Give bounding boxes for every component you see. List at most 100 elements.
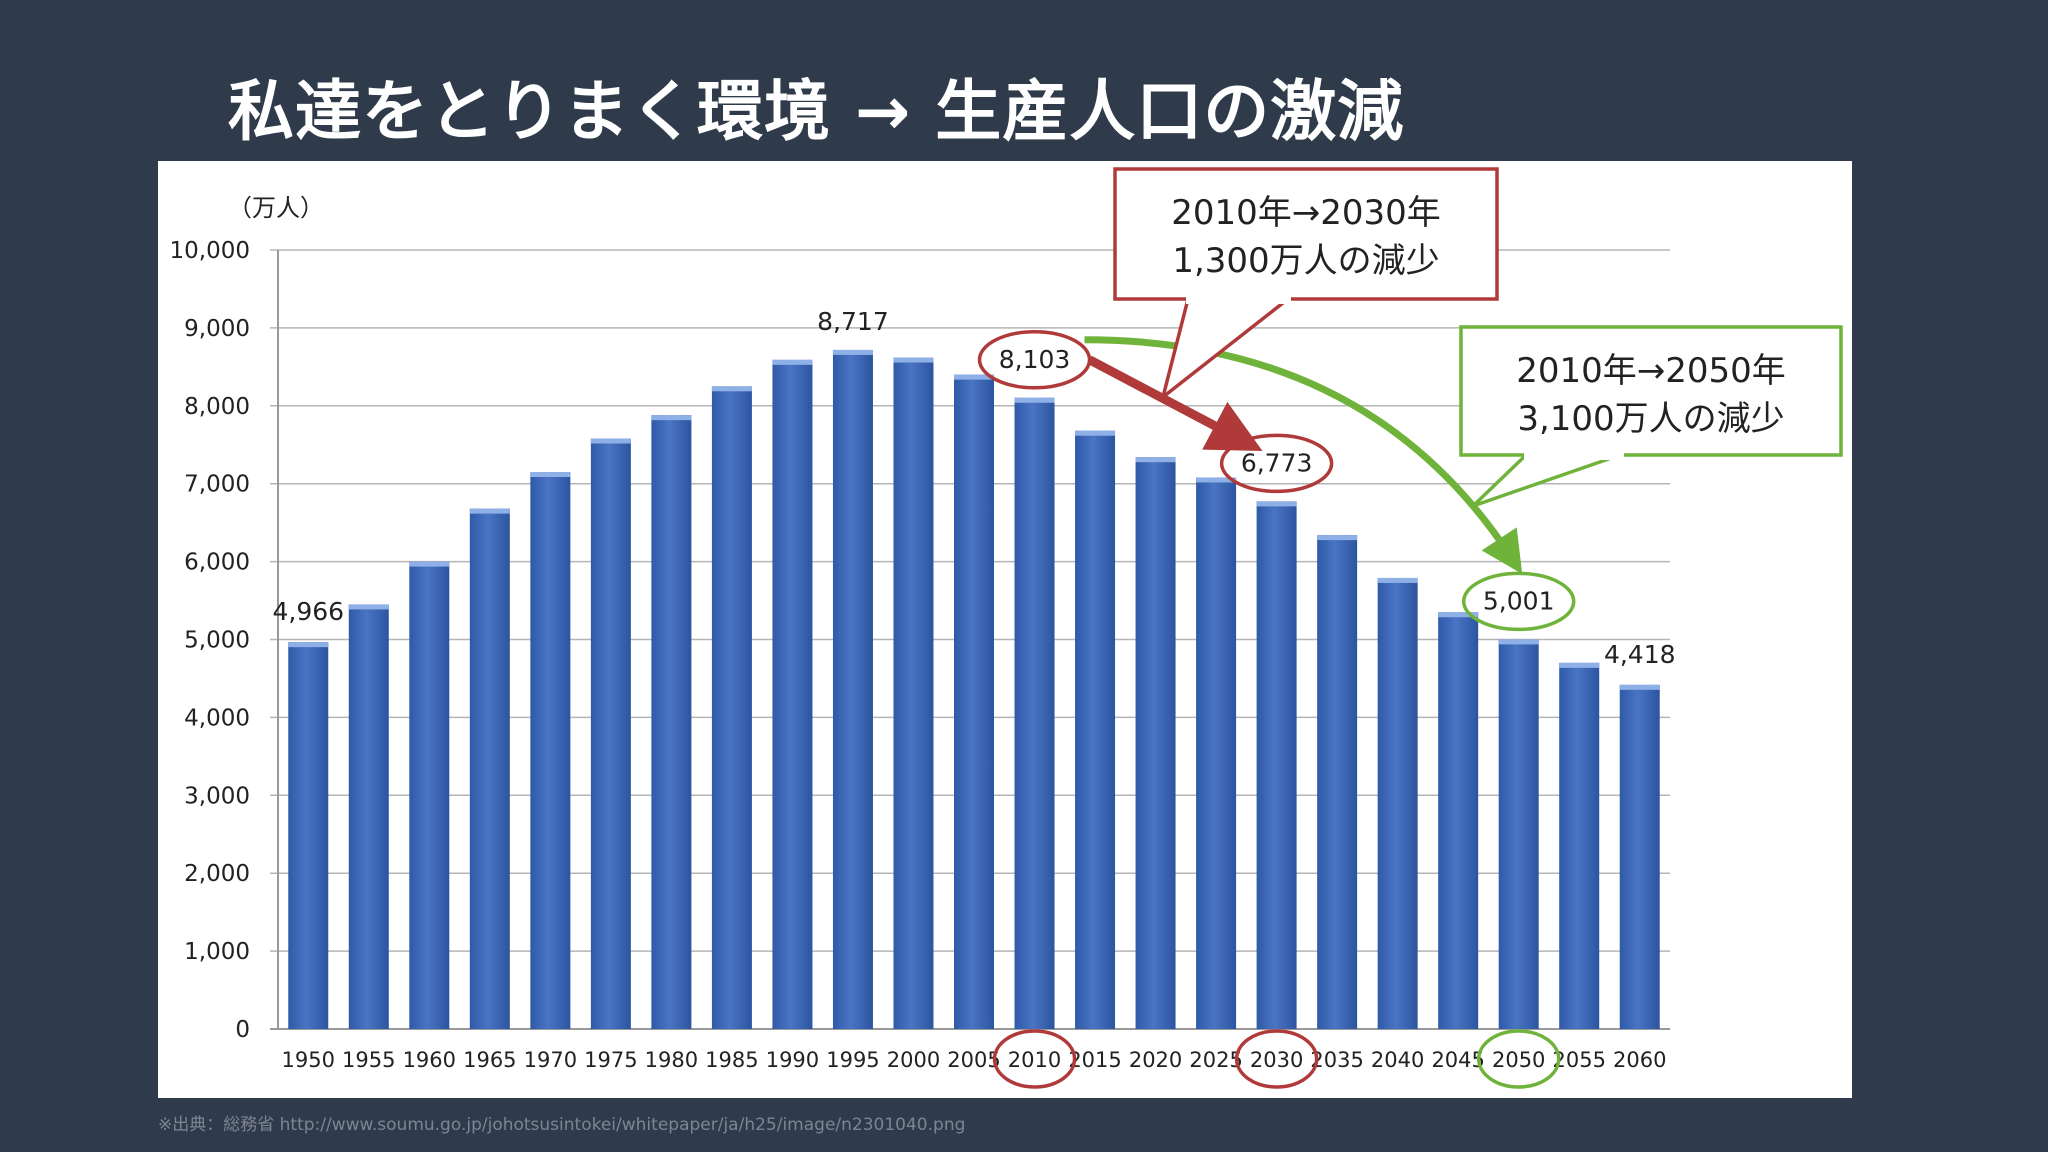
x-tick-label: 1995 <box>826 1048 879 1072</box>
y-tick-label: 10,000 <box>170 238 250 264</box>
callout-2010-2050-tail-mask <box>1524 452 1624 460</box>
callout-2010-2050-tail <box>1471 453 1621 508</box>
y-tick-label: 3,000 <box>184 783 250 809</box>
callout-2010-2030-tail <box>1160 297 1294 402</box>
y-tick-label: 4,000 <box>184 705 250 731</box>
bar-top-2040 <box>1377 577 1418 583</box>
x-tick-label: 2060 <box>1613 1048 1666 1072</box>
x-tick-label: 2030 <box>1250 1048 1303 1072</box>
data-label-2030: 6,773 <box>1241 448 1313 477</box>
x-tick-label: 2055 <box>1552 1048 1605 1072</box>
bar-top-1955 <box>348 604 389 610</box>
bar-top-2025 <box>1196 477 1237 483</box>
bar-top-2055 <box>1559 662 1600 668</box>
bar-top-1995 <box>832 349 873 355</box>
arrow-2010-to-2050 <box>1084 336 1523 574</box>
x-tick-label: 1960 <box>403 1048 456 1072</box>
data-label-2010: 8,103 <box>999 345 1071 374</box>
bar-2020 <box>1135 457 1176 1029</box>
x-tick-label: 1975 <box>584 1048 637 1072</box>
bar-top-1975 <box>590 438 631 444</box>
x-tick-label: 1950 <box>282 1048 335 1072</box>
bar-1990 <box>772 359 813 1029</box>
y-tick-label: 7,000 <box>184 472 250 498</box>
x-tick-label: 2005 <box>947 1048 1000 1072</box>
bar-top-1990 <box>772 359 813 365</box>
callout-2010-2030-tail-mask <box>1186 296 1291 304</box>
highlight-ring-2050-year <box>1476 1029 1561 1089</box>
bar-top-2035 <box>1317 535 1358 541</box>
bar-2045 <box>1438 612 1479 1029</box>
bar-top-2020 <box>1135 457 1176 463</box>
bar-top-2060 <box>1619 684 1660 690</box>
bar-top-1985 <box>711 386 752 392</box>
bar-top-1950 <box>288 642 329 648</box>
data-label-2050: 5,001 <box>1483 586 1555 615</box>
x-tick-label: 2010 <box>1008 1048 1061 1072</box>
data-label-1950: 4,966 <box>272 597 344 626</box>
y-tick-label: 1,000 <box>184 939 250 965</box>
bar-1985 <box>711 386 752 1029</box>
x-tick-label: 2045 <box>1431 1048 1484 1072</box>
bar-2010 <box>1014 397 1055 1029</box>
bar-chart: （万人） 0 1,000 2,000 3,000 4,000 5,000 6,000 7,000… <box>170 167 1843 1089</box>
bar-2050 <box>1498 639 1539 1029</box>
x-tick-label: 2015 <box>1068 1048 1121 1072</box>
bar-1995 <box>832 349 873 1029</box>
y-tick-label: 8,000 <box>184 394 250 420</box>
bar-top-1965 <box>469 508 510 514</box>
x-tick-label: 2050 <box>1492 1048 1545 1072</box>
callout-2010-2050-box <box>1459 325 1843 457</box>
bar-2005 <box>954 374 994 1029</box>
x-tick-label: 2035 <box>1310 1048 1363 1072</box>
callout-2010-2030-line2: 1,300万人の減少 <box>1172 241 1439 281</box>
callout-2010-2050-line1: 2010年→2050年 <box>1516 351 1786 391</box>
arrow-2010-to-2030 <box>1087 355 1263 451</box>
bar-2035 <box>1317 535 1358 1029</box>
bar-2060 <box>1619 684 1660 1029</box>
bar-2025 <box>1196 477 1237 1029</box>
bar-top-1960 <box>409 561 450 567</box>
chart-panel: （万人） 0 1,000 2,000 3,000 4,000 5,000 6,000 7,000… <box>158 161 1852 1098</box>
data-label-2060: 4,418 <box>1604 640 1676 669</box>
slide-title: 私達をとりまく環境 → 生産人口の激減 <box>228 73 1405 150</box>
bar-top-2000 <box>893 357 934 363</box>
data-label-1995: 8,717 <box>817 307 889 336</box>
callout-2010-2030-line1: 2010年→2030年 <box>1171 193 1441 233</box>
bar-top-2005 <box>954 374 994 380</box>
y-tick-label: 9,000 <box>184 316 250 342</box>
bar-top-2010 <box>1014 397 1055 403</box>
y-unit-label: （万人） <box>228 194 324 222</box>
bar-1975 <box>590 438 631 1029</box>
highlight-ring-2010-year <box>992 1029 1077 1089</box>
x-tick-label: 2000 <box>887 1048 940 1072</box>
bar-top-1970 <box>530 472 571 478</box>
bar-1955 <box>348 604 389 1029</box>
y-tick-label: 0 <box>235 1017 250 1043</box>
bar-2030 <box>1256 501 1297 1029</box>
x-tick-label: 1970 <box>524 1048 577 1072</box>
bar-2015 <box>1075 430 1116 1029</box>
source-note: ※出典：総務省 http://www.soumu.go.jp/johotsusi… <box>158 1115 966 1135</box>
callout-2010-2030-box <box>1113 167 1499 301</box>
x-tick-label: 2025 <box>1189 1048 1242 1072</box>
bar-top-2015 <box>1075 430 1116 436</box>
bar-top-2030 <box>1256 501 1297 507</box>
x-tick-label: 2020 <box>1129 1048 1182 1072</box>
bar-1965 <box>469 508 510 1029</box>
bar-1960 <box>409 561 450 1029</box>
bar-2000 <box>893 357 934 1029</box>
bar-1970 <box>530 472 571 1029</box>
bar-top-2045 <box>1438 612 1479 618</box>
x-tick-label: 2040 <box>1371 1048 1424 1072</box>
x-tick-label: 1980 <box>645 1048 698 1072</box>
bar-top-2050 <box>1498 639 1539 645</box>
x-tick-label: 1985 <box>705 1048 758 1072</box>
highlight-ring-2030-year <box>1234 1029 1319 1089</box>
highlight-ring-2030-value <box>1219 433 1334 494</box>
bar-top-1980 <box>651 415 692 421</box>
bar-1950 <box>288 642 329 1029</box>
bar-1980 <box>651 415 692 1029</box>
y-tick-label: 2,000 <box>184 861 250 887</box>
callout-2010-2050-line2: 3,100万人の減少 <box>1517 399 1784 439</box>
